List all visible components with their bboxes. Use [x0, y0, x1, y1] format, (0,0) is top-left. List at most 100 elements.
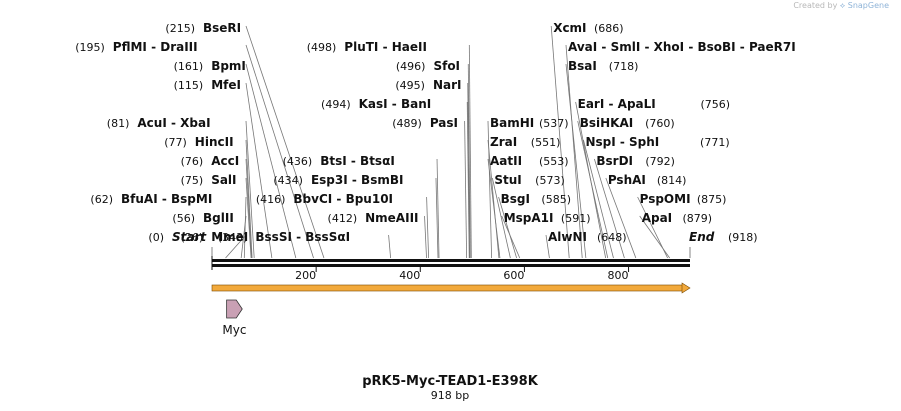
- site-name: Esp3I - BsmBI: [311, 173, 403, 187]
- site-position: (161): [174, 60, 204, 73]
- site-position: (436): [283, 155, 313, 168]
- site-position: (412): [328, 212, 358, 225]
- site-bbvci-bpu10i[interactable]: (416) BbvCI - Bpu10I: [256, 192, 393, 206]
- site-xcmi[interactable]: XcmI (686): [553, 21, 623, 35]
- site-avai-smli-xhoi-bsobi-paer7i[interactable]: AvaI - SmlI - XhoI - BsoBI - PaeR7I(711): [568, 40, 901, 54]
- site-line: [467, 82, 471, 259]
- site-pasi[interactable]: (489) PasI: [392, 116, 458, 130]
- site-kasi-bani[interactable]: (494) KasI - BanI: [321, 97, 431, 111]
- site-bsihkai[interactable]: BsiHKAI (760): [580, 116, 675, 130]
- site-name: PluTI - HaeII: [344, 40, 427, 54]
- start-position: (0): [148, 231, 164, 244]
- site-name: StuI: [494, 173, 521, 187]
- site-name: ZraI: [490, 135, 517, 149]
- credit-prefix: Created by: [793, 1, 838, 10]
- site-eari-apali[interactable]: EarI - ApaLI (756): [578, 97, 730, 111]
- site-line: [388, 234, 391, 259]
- site-name: AvaI - SmlI - XhoI - BsoBI - PaeR7I: [568, 40, 796, 54]
- site-name: PshAI: [608, 173, 646, 187]
- site-name: BsiHKAI: [580, 116, 634, 130]
- site-position: (495): [395, 79, 425, 92]
- site-mfei[interactable]: (115) MfeI: [174, 78, 241, 92]
- site-position: (585): [541, 193, 571, 206]
- site-bsai[interactable]: BsaI (718): [568, 59, 638, 73]
- site-bsgi[interactable]: BsgI (585): [501, 192, 571, 206]
- site-line: [594, 158, 625, 259]
- site-bsssi-bsssαi[interactable]: (343) BssSI - BssSαI: [218, 230, 350, 244]
- site-sfoi[interactable]: (496) SfoI: [396, 59, 460, 73]
- site-position: (686): [594, 22, 624, 35]
- site-acci[interactable]: (76) AccI: [181, 154, 240, 168]
- site-sali[interactable]: (75) SalI: [181, 173, 237, 187]
- orf-body[interactable]: [211, 284, 685, 292]
- site-mspa1i[interactable]: MspA1I (591): [504, 211, 591, 225]
- ruler-tick-label: 200: [295, 269, 316, 282]
- site-line: [245, 44, 314, 259]
- site-acui-xbai[interactable]: (81) AcuI - XbaI: [107, 116, 211, 130]
- site-mmei[interactable]: (26) MmeI: [181, 230, 249, 244]
- site-nari[interactable]: (495) NarI: [395, 78, 461, 92]
- site-pspomi[interactable]: PspOMI (875): [640, 192, 727, 206]
- site-name: BpmI: [211, 59, 246, 73]
- site-position: (648): [597, 231, 627, 244]
- site-alwni[interactable]: AlwNI (648): [548, 230, 627, 244]
- site-stui[interactable]: StuI (573): [494, 173, 564, 187]
- site-position: (498): [307, 41, 337, 54]
- site-nspi-sphi[interactable]: NspI - SphI (771): [585, 135, 729, 149]
- site-bfuai-bspmi[interactable]: (62) BfuAI - BspMI: [90, 192, 212, 206]
- site-pflmi-draiii[interactable]: (195) PflMI - DraIII: [75, 40, 197, 54]
- site-position: (489): [392, 117, 422, 130]
- sequence-backbone: [212, 259, 690, 267]
- site-position: (434): [273, 174, 303, 187]
- site-hincii[interactable]: (77) HincII: [164, 135, 233, 149]
- site-line: [498, 196, 517, 259]
- site-line: [487, 139, 500, 259]
- site-bseri[interactable]: (215) BseRI: [165, 21, 241, 35]
- site-bsrdi[interactable]: BsrDI (792): [596, 154, 675, 168]
- site-name: BseRI: [203, 21, 241, 35]
- site-bglii[interactable]: (56) BglII: [172, 211, 233, 225]
- site-apai[interactable]: ApaI (879): [642, 211, 712, 225]
- site-line: [436, 158, 440, 259]
- site-name: KasI - BanI: [359, 97, 432, 111]
- site-pluti-haeii[interactable]: (498) PluTI - HaeII: [307, 40, 427, 54]
- site-name: MspA1I: [504, 211, 554, 225]
- site-name: PspOMI: [640, 192, 691, 206]
- site-position: (215): [165, 22, 195, 35]
- myc-feature[interactable]: Myc: [222, 299, 246, 337]
- site-pshai[interactable]: PshAI (814): [608, 173, 687, 187]
- site-aatii[interactable]: AatII (553): [490, 154, 569, 168]
- snapgene-logo-icon: ⟡: [839, 1, 846, 10]
- backbone-top-strand: [212, 259, 690, 262]
- site-position: (551): [531, 136, 561, 149]
- site-line: [225, 234, 247, 259]
- site-name: BglII: [203, 211, 234, 225]
- orf-arrow[interactable]: [211, 282, 691, 294]
- site-nmeaiii[interactable]: (412) NmeAIII: [328, 211, 419, 225]
- site-labels: (0) Start End (918) (26) MmeI (56) BglII (62) Bfu…: [75, 21, 901, 244]
- site-line: [468, 44, 472, 259]
- site-line: [245, 63, 297, 259]
- site-line: [487, 120, 493, 259]
- site-name: AlwNI: [548, 230, 587, 244]
- myc-feature-label: Myc: [222, 323, 246, 337]
- credit-brand: SnapGene: [847, 1, 889, 10]
- site-bpmi[interactable]: (161) BpmI: [174, 59, 246, 73]
- site-btsi-btsαi[interactable]: (436) BtsI - BtsαI: [283, 154, 395, 168]
- site-position: (77): [164, 136, 187, 149]
- site-line: [245, 82, 273, 259]
- site-name: AatII: [490, 154, 522, 168]
- site-position: (792): [645, 155, 675, 168]
- site-esp3i-bsmbi[interactable]: (434) Esp3I - BsmBI: [273, 173, 403, 187]
- site-line: [435, 177, 439, 259]
- site-line: [245, 177, 252, 259]
- site-bamhi[interactable]: BamHI (537): [490, 116, 569, 130]
- site-zrai[interactable]: ZraI (551): [490, 135, 560, 149]
- site-name: BsaI: [568, 59, 597, 73]
- ruler-tick-label: 400: [399, 269, 420, 282]
- site-lines: [211, 25, 691, 259]
- myc-feature-arrow[interactable]: [226, 299, 243, 319]
- site-name: AcuI - XbaI: [137, 116, 210, 130]
- site-name: NarI: [433, 78, 462, 92]
- orf-head[interactable]: [681, 282, 691, 294]
